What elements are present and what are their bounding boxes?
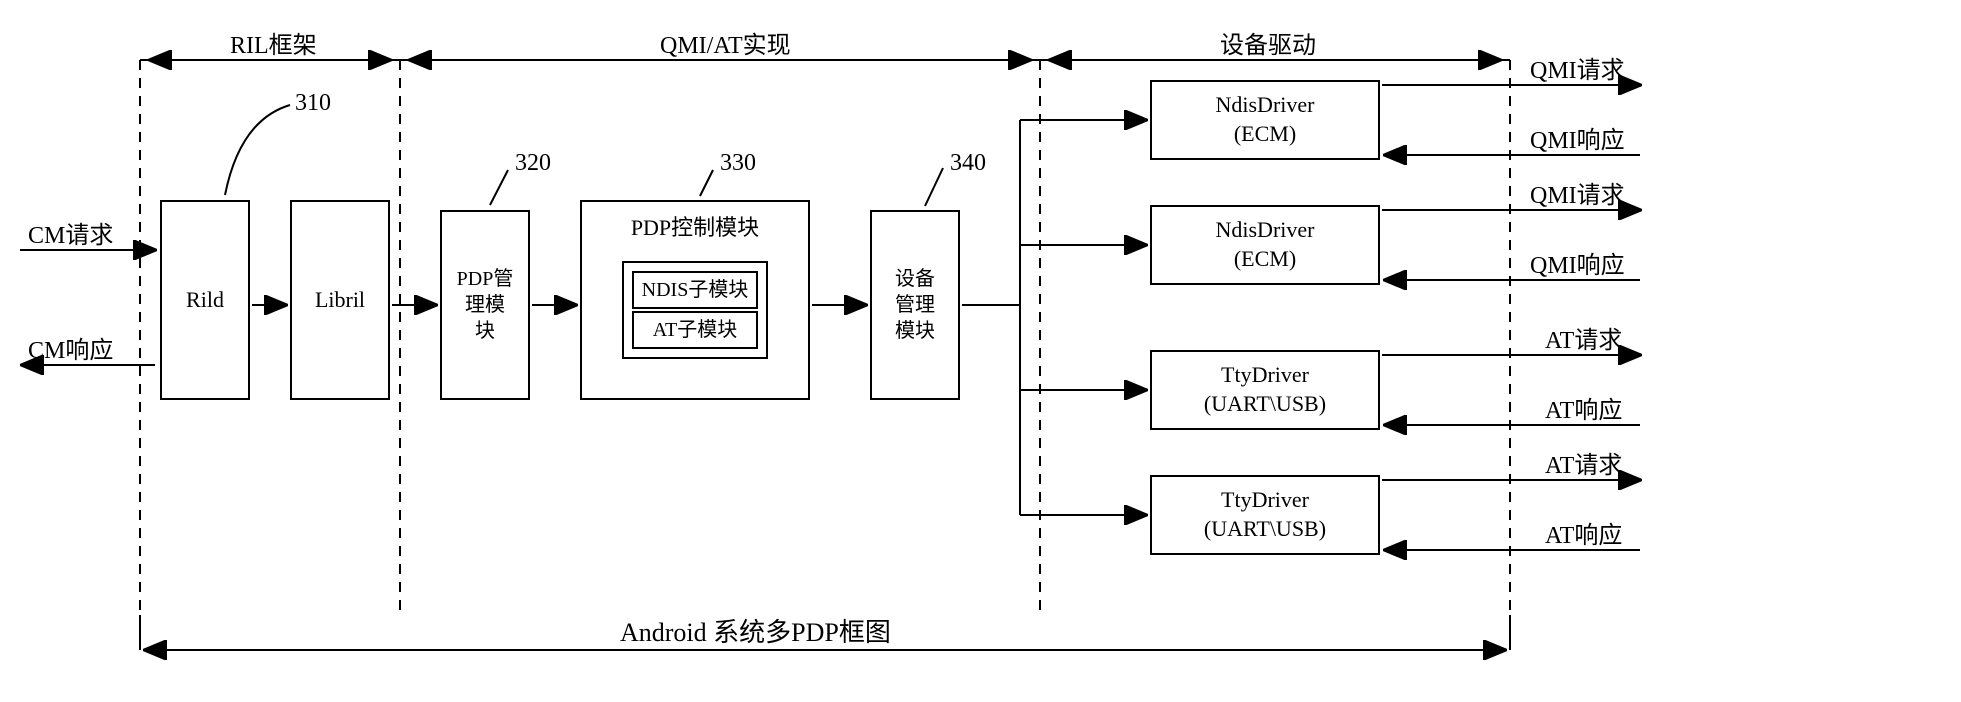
qmi-resp-2: QMI响应	[1530, 245, 1625, 280]
qmi-req-1: QMI请求	[1530, 50, 1625, 85]
pdp-ctrl-title: PDP控制模块	[631, 214, 759, 243]
at-resp-1: AT响应	[1545, 390, 1622, 425]
at-req-2: AT请求	[1545, 445, 1622, 480]
rild-text: Rild	[186, 286, 224, 315]
ndis-driver-1: NdisDriver (ECM)	[1150, 80, 1380, 160]
at-resp-2: AT响应	[1545, 515, 1622, 550]
qmi-resp-1: QMI响应	[1530, 120, 1625, 155]
cm-request-label: CM请求	[28, 215, 113, 250]
libril-box: Libril	[290, 200, 390, 400]
at-req-1: AT请求	[1545, 320, 1622, 355]
pdp-mgmt-box: PDP管理模块	[440, 210, 530, 400]
tty-driver-2: TtyDriver (UART\USB)	[1150, 475, 1380, 555]
section-qmiat-label: QMI/AT实现	[660, 25, 791, 60]
diagram-caption: Android 系统多PDP框图	[620, 612, 891, 649]
dev-mgmt-box: 设备管理模块	[870, 210, 960, 400]
callout-340: 340	[950, 150, 986, 177]
callout-320: 320	[515, 150, 551, 177]
rild-box: Rild	[160, 200, 250, 400]
android-multi-pdp-diagram: RIL框架 QMI/AT实现 设备驱动 310 320 330 340 CM请求…	[20, 20, 1941, 682]
ndis-sub-box: NDIS子模块	[632, 271, 759, 309]
tty-driver-1: TtyDriver (UART\USB)	[1150, 350, 1380, 430]
callout-310: 310	[295, 90, 331, 117]
qmi-req-2: QMI请求	[1530, 175, 1625, 210]
ndis-driver-2: NdisDriver (ECM)	[1150, 205, 1380, 285]
pdp-control-box: PDP控制模块 NDIS子模块 AT子模块	[580, 200, 810, 400]
callout-330: 330	[720, 150, 756, 177]
section-driver-label: 设备驱动	[1220, 25, 1316, 60]
at-sub-box: AT子模块	[632, 311, 759, 349]
libril-text: Libril	[315, 286, 365, 315]
section-ril-label: RIL框架	[230, 25, 317, 60]
cm-response-label: CM响应	[28, 330, 113, 365]
